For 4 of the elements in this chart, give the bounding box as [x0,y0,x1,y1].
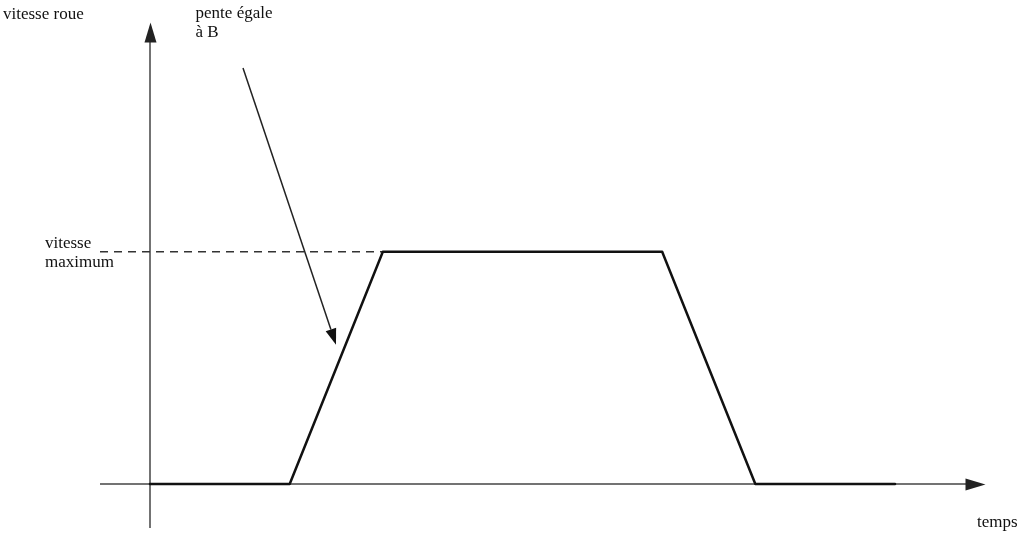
x-axis-title: temps [977,512,1018,531]
text: vitesse roue [3,4,84,23]
text: pente égale à B [195,3,274,41]
ref-line-label: vitesse maximum [45,232,115,271]
